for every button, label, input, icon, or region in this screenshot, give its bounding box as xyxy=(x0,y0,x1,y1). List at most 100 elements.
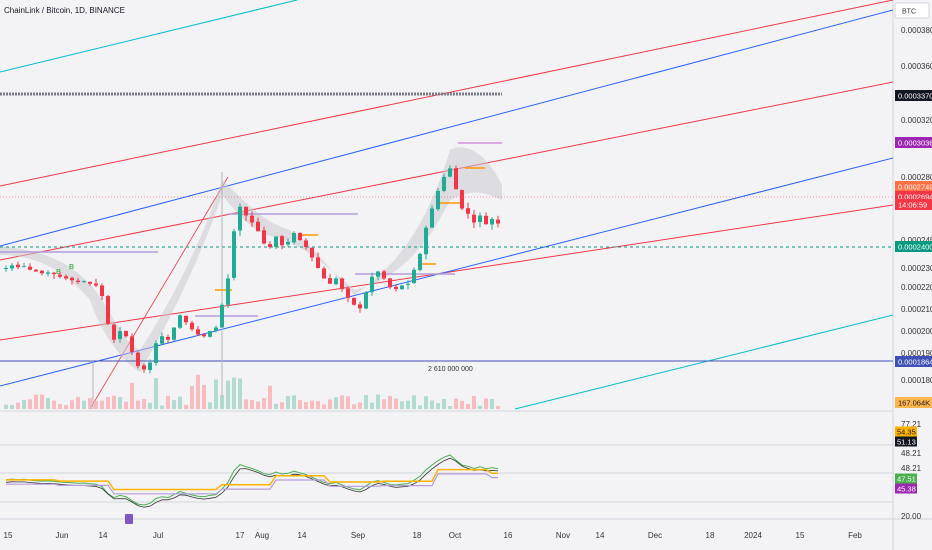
volume-bar xyxy=(46,397,50,409)
candle-body xyxy=(244,206,248,216)
volume-bar xyxy=(256,401,260,409)
volume-bar xyxy=(292,395,296,409)
volume-bar xyxy=(322,404,326,409)
price-tag-label: 0.0001864 xyxy=(898,358,932,367)
candle-body xyxy=(466,208,470,214)
candle-body xyxy=(106,296,110,324)
cyan-channel-lower xyxy=(514,314,894,410)
low-marker xyxy=(125,514,133,524)
volume-bar xyxy=(466,403,470,409)
volume-bar xyxy=(82,400,86,409)
time-tick-label: Sep xyxy=(351,531,366,540)
volume-bars xyxy=(4,374,500,409)
plot-area[interactable] xyxy=(0,0,893,550)
candle-body xyxy=(112,324,116,340)
volume-bar xyxy=(148,402,152,409)
candle-body xyxy=(328,278,332,284)
price-labels: 0.0003370 0.0003036 0.00027490.000269414:0… xyxy=(895,90,932,408)
rsi-green-line xyxy=(5,454,499,506)
candle-body xyxy=(118,331,122,340)
pivot-segments xyxy=(0,142,502,317)
price-tag-label: 0.0003036 xyxy=(898,139,932,148)
candle-body xyxy=(28,266,32,270)
regression-channels xyxy=(0,0,894,410)
candle-body xyxy=(238,206,242,231)
time-tick-label: 18 xyxy=(706,531,715,540)
candles[interactable] xyxy=(4,165,500,374)
price-tick-label: 0.0002000 xyxy=(901,327,932,336)
candle-body xyxy=(484,215,488,225)
buy-signal: B xyxy=(56,269,61,276)
price-tag xyxy=(895,137,932,148)
candle-body xyxy=(352,297,356,305)
volume-bar xyxy=(130,382,134,409)
candle-body xyxy=(148,362,152,370)
volume-bar xyxy=(202,385,206,409)
rsi-tick-label: 20.00 xyxy=(901,512,922,521)
red-rally-line xyxy=(89,176,229,410)
candle-body xyxy=(262,230,266,244)
candle-body xyxy=(136,352,140,366)
price-ticks: 0.00038000.00036000.00032000.00028000.00… xyxy=(901,26,932,385)
time-tick-label: 16 xyxy=(504,531,513,540)
time-axis[interactable]: 15 Jun 14 Jul 17 Aug 14 Sep 18 Oct 16 Nov 14 Dec 18 202… xyxy=(4,531,863,540)
volume-bar xyxy=(178,396,182,409)
candle-body xyxy=(286,241,290,245)
rsi-tag-label: 54.35 xyxy=(897,428,916,437)
rsi-purple-line xyxy=(6,473,498,495)
volume-bar xyxy=(424,396,428,409)
volume-bar xyxy=(448,405,452,409)
time-tick-label: 15 xyxy=(796,531,805,540)
price-tag-label: 0.0002400 xyxy=(898,243,932,252)
volume-bar xyxy=(442,398,446,409)
price-tag xyxy=(895,241,932,252)
volume-annotation: 2 610 000 000 xyxy=(428,366,473,373)
rsi-yellow-line xyxy=(6,468,498,491)
volume-bar xyxy=(22,400,26,409)
candle-body xyxy=(100,285,104,296)
candle-body xyxy=(10,265,14,269)
candle-body xyxy=(4,268,8,269)
candle-body xyxy=(490,219,494,225)
price-tag-label: 167.064K xyxy=(898,399,930,408)
candle-body xyxy=(256,221,260,232)
volume-bar xyxy=(112,395,116,409)
candle-body xyxy=(274,236,278,247)
volume-bar xyxy=(328,399,332,409)
candle-body xyxy=(202,334,206,337)
candle-body xyxy=(52,272,56,275)
volume-bar xyxy=(16,402,20,409)
candle-body xyxy=(400,285,404,290)
candle-body xyxy=(40,270,44,274)
rsi-tag xyxy=(895,483,917,494)
candle-body xyxy=(478,215,482,223)
currency-button[interactable] xyxy=(894,2,930,19)
volume-bar xyxy=(214,379,218,409)
candle-body xyxy=(388,278,392,288)
volume-bar xyxy=(340,395,344,409)
candle-body xyxy=(496,219,500,224)
volume-bar xyxy=(388,396,392,409)
volume-bar xyxy=(34,394,38,409)
volume-bar xyxy=(52,400,56,409)
candle-body xyxy=(190,322,194,330)
volume-bar xyxy=(394,398,398,409)
candle-body xyxy=(454,168,458,190)
price-tick-label: 0.0002300 xyxy=(901,264,932,273)
buy-signal: B xyxy=(69,264,74,271)
candle-body xyxy=(34,269,38,272)
candle-body xyxy=(316,257,320,268)
volume-bar xyxy=(76,396,80,409)
volume-bar xyxy=(376,394,380,409)
volume-bar xyxy=(220,395,224,409)
volume-bar xyxy=(70,400,74,409)
volume-bar xyxy=(106,397,110,409)
volume-bar xyxy=(370,402,374,409)
volume-bar xyxy=(226,380,230,409)
volume-bar xyxy=(460,400,464,409)
rsi-tag xyxy=(895,436,917,447)
candle-body xyxy=(394,286,398,289)
volume-bar xyxy=(406,400,410,409)
volume-bar xyxy=(478,405,482,409)
